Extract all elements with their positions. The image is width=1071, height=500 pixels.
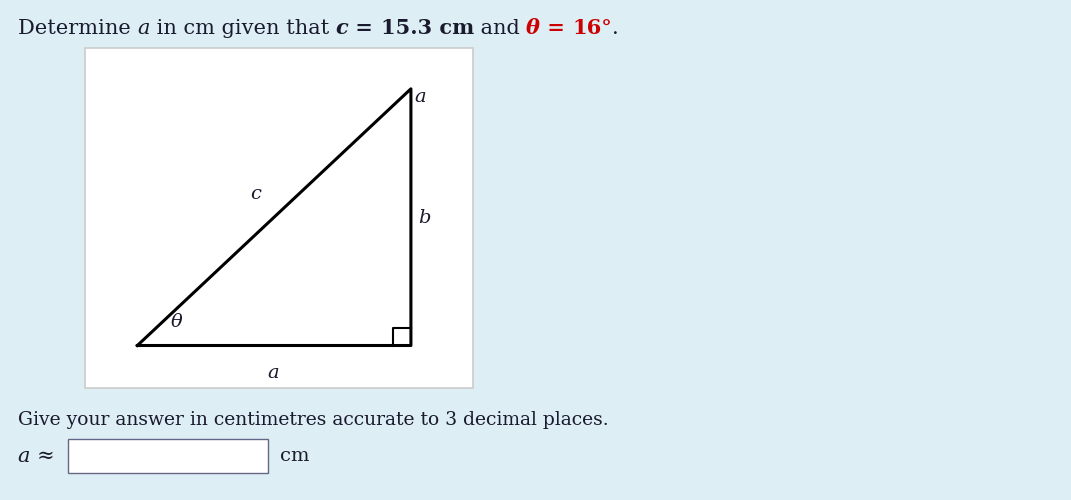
- Text: 16°: 16°: [572, 18, 612, 38]
- Bar: [67, 439, 268, 473]
- Text: Give your answer in centimetres accurate to 3 decimal places.: Give your answer in centimetres accurate…: [18, 411, 608, 429]
- Text: c: c: [335, 18, 348, 38]
- Text: a ≈: a ≈: [18, 446, 55, 466]
- Text: a: a: [137, 18, 150, 38]
- Text: cm: cm: [280, 447, 310, 465]
- Text: in cm given that: in cm given that: [150, 18, 335, 38]
- Text: .: .: [612, 18, 619, 38]
- Text: a: a: [414, 88, 426, 106]
- Text: and: and: [473, 18, 526, 38]
- Text: a: a: [268, 364, 278, 382]
- Text: =: =: [540, 18, 572, 38]
- Text: Determine: Determine: [18, 18, 137, 38]
- Bar: [85, 48, 473, 388]
- Text: b: b: [419, 209, 431, 227]
- Text: =: =: [348, 18, 380, 38]
- Text: θ: θ: [170, 312, 182, 330]
- Text: θ: θ: [526, 18, 540, 38]
- Text: c: c: [251, 185, 261, 203]
- Text: 15.3 cm: 15.3 cm: [380, 18, 473, 38]
